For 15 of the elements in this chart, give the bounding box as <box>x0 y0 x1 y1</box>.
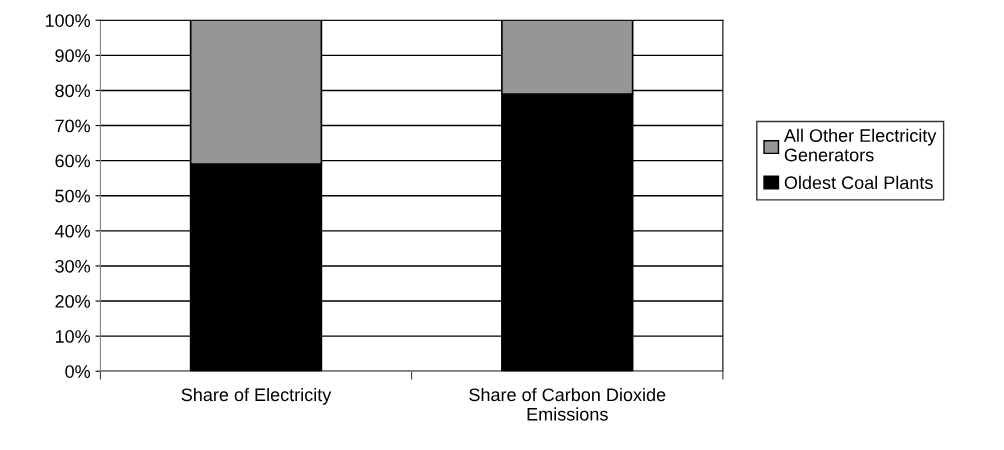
y-tick-label: 90% <box>55 49 91 63</box>
y-tick-label: 30% <box>55 259 91 273</box>
y-tick-label: 60% <box>55 154 91 168</box>
y-tick-label: 10% <box>55 330 91 343</box>
legend-label: Oldest Coal Plants <box>784 175 933 190</box>
y-tick-label: 100% <box>45 14 91 27</box>
y-tick-label: 50% <box>55 189 91 203</box>
x-tick-label: Share of Carbon Dioxide Emissions <box>469 387 666 421</box>
x-tick-label: Share of Electricity <box>181 387 332 405</box>
y-tick-label: 20% <box>55 294 91 308</box>
y-tick-label: 0% <box>65 365 91 378</box>
legend-label: All Other Electricity Generators <box>783 128 937 162</box>
y-tick-label: 80% <box>55 84 91 98</box>
y-tick-label: 40% <box>54 224 91 238</box>
y-tick-label: 70% <box>55 119 91 133</box>
